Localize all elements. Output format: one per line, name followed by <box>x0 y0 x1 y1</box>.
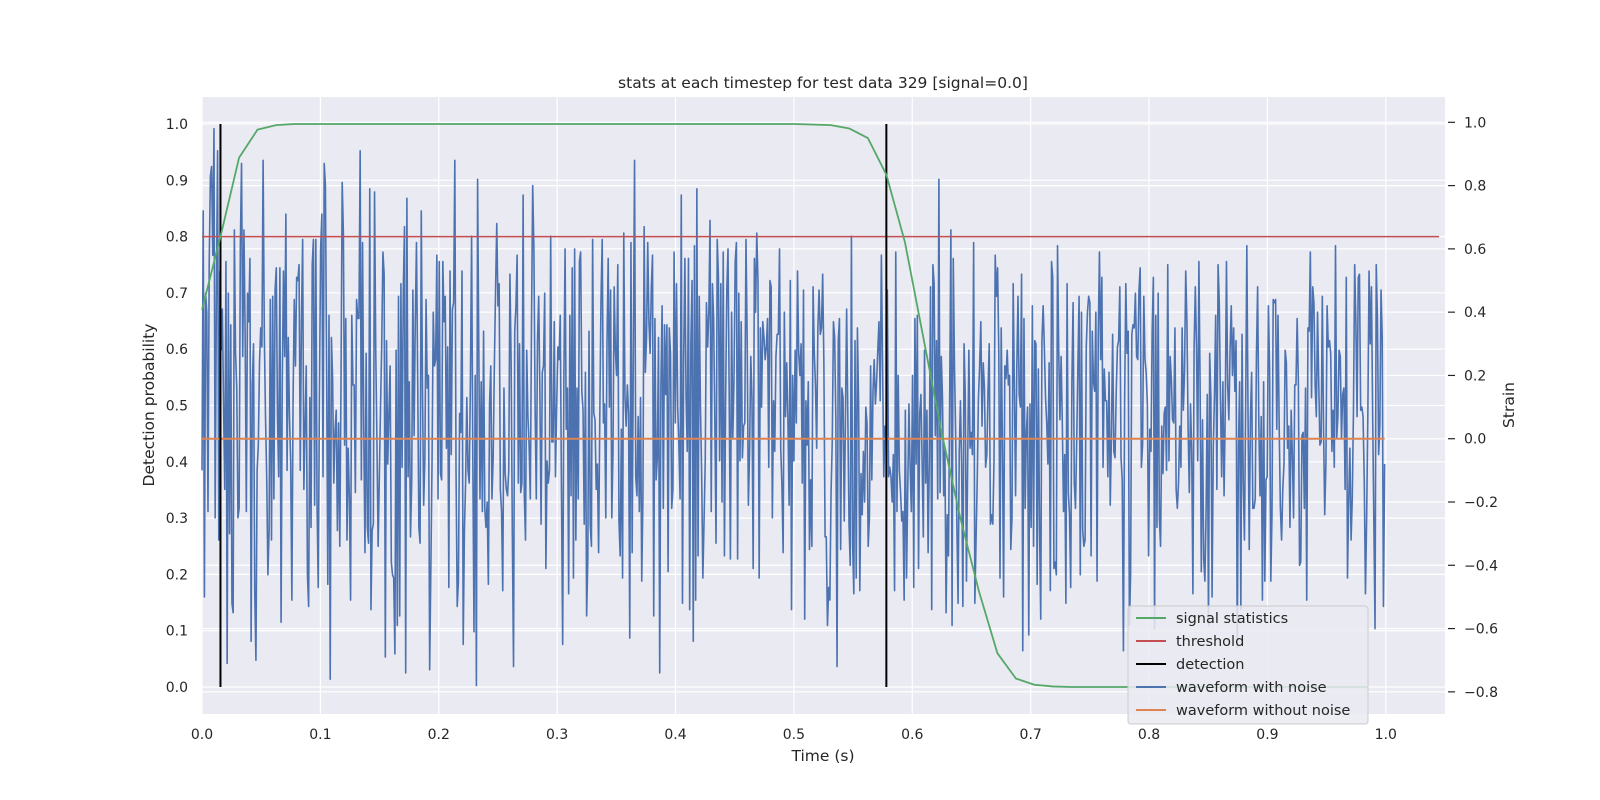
y-axis-left: 0.0 0.1 0.2 0.3 0.4 0.5 0.6 0.7 0.8 0.9 1.0 <box>166 117 188 696</box>
y-axis-label: Detection probability <box>140 324 158 487</box>
y2-tick-label: 0.6 <box>1464 242 1486 258</box>
y-axis-right: −0.8 −0.6 −0.4 −0.2 0.0 0.2 0.4 0.6 0.8 1.0 <box>1448 115 1498 701</box>
y2-tick-label: −0.4 <box>1464 558 1498 574</box>
y-tick-label: 0.3 <box>166 511 188 527</box>
legend-frame <box>1127 605 1369 725</box>
y-tick-label: 0.1 <box>166 624 188 640</box>
chart-title: stats at each timestep for test data 329… <box>618 74 1028 92</box>
series-layer <box>201 123 1440 688</box>
y-tick-label: 0.8 <box>166 230 188 246</box>
legend: signal statistics threshold detection wavef… <box>1127 605 1369 725</box>
legend-label: detection <box>1176 657 1244 673</box>
y2-axis-label: Strain <box>1500 382 1518 428</box>
y-tick-label: 0.2 <box>166 567 188 583</box>
series-waveform-with-noise <box>201 127 1386 687</box>
y-tick-label: 0.4 <box>166 455 188 471</box>
y2-tick-label: −0.2 <box>1464 495 1498 511</box>
x-tick-label: 0.1 <box>309 727 331 743</box>
x-tick-label: 0.0 <box>191 727 213 743</box>
y-tick-label: 1.0 <box>166 117 188 133</box>
x-tick-label: 0.6 <box>901 727 923 743</box>
y2-tick-label: 0.2 <box>1464 368 1486 384</box>
y-tick-label: 0.7 <box>166 286 188 302</box>
x-axis: 0.0 0.1 0.2 0.3 0.4 0.5 0.6 0.7 0.8 0.9 1.0 <box>191 727 1397 743</box>
x-axis-label: Time (s) <box>790 747 854 765</box>
legend-label: signal statistics <box>1176 611 1288 627</box>
y-tick-label: 0.9 <box>166 173 188 189</box>
y2-tick-label: 1.0 <box>1464 115 1486 131</box>
y-tick-label: 0.5 <box>166 399 188 415</box>
y-tick-label: 0.6 <box>166 342 188 358</box>
x-tick-label: 1.0 <box>1375 727 1397 743</box>
x-tick-label: 0.5 <box>783 727 805 743</box>
y-tick-label: 0.0 <box>166 680 188 696</box>
y2-tick-label: 0.4 <box>1464 305 1486 321</box>
x-tick-label: 0.8 <box>1138 727 1160 743</box>
y2-tick-label: −0.8 <box>1464 685 1498 701</box>
x-tick-label: 0.7 <box>1020 727 1042 743</box>
series-signal-statistics <box>201 123 1368 688</box>
legend-label: waveform without noise <box>1176 703 1350 719</box>
y2-tick-label: −0.6 <box>1464 622 1498 638</box>
x-tick-label: 0.3 <box>546 727 568 743</box>
x-tick-label: 0.2 <box>428 727 450 743</box>
x-tick-label: 0.4 <box>664 727 686 743</box>
y2-tick-label: 0.0 <box>1464 432 1486 448</box>
legend-label: waveform with noise <box>1176 680 1327 696</box>
legend-label: threshold <box>1176 634 1244 650</box>
y2-tick-label: 0.8 <box>1464 179 1486 195</box>
x-tick-label: 0.9 <box>1256 727 1278 743</box>
